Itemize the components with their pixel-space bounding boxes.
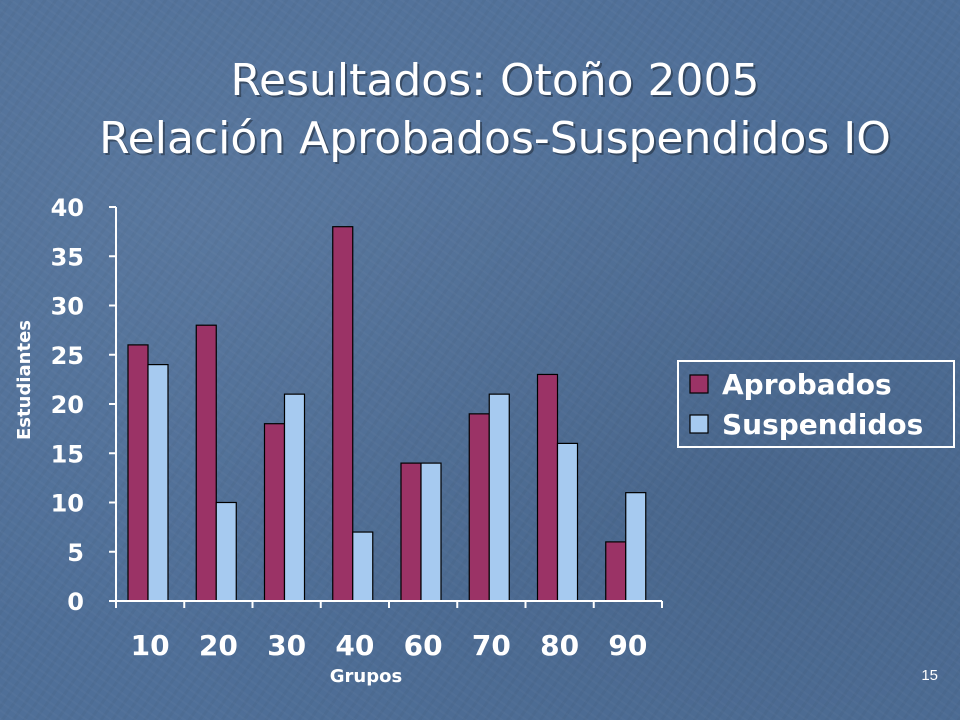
bar-aprobados xyxy=(127,344,149,602)
bar-aprobados xyxy=(468,413,490,602)
x-axis-title: Grupos xyxy=(330,666,402,687)
x-tick-label: 10 xyxy=(131,629,170,662)
bar-suspendidos xyxy=(556,442,579,602)
bar-aprobados xyxy=(332,226,354,602)
axes xyxy=(115,207,662,602)
x-tick-label: 90 xyxy=(608,629,647,662)
bar-suspendidos xyxy=(283,393,306,602)
legend-label-aprobados: Aprobados xyxy=(722,368,892,401)
bar-suspendidos xyxy=(352,531,374,602)
y-axis-ticks: 0 5 10 15 20 25 30 35 40 xyxy=(51,194,116,616)
bar-aprobados xyxy=(605,541,627,602)
x-tick-label: 80 xyxy=(540,629,579,662)
legend-swatch-suspendidos xyxy=(689,414,709,434)
y-tick-label: 15 xyxy=(51,440,84,468)
bar-aprobados xyxy=(400,462,422,602)
slide-title: Resultados: Otoño 2005 Relación Aprobado… xyxy=(0,52,960,168)
y-tick-label: 25 xyxy=(51,342,84,370)
page-number: 15 xyxy=(921,667,938,684)
bar-suspendidos xyxy=(625,492,647,602)
bar-suspendidos xyxy=(420,462,442,602)
y-tick-label: 20 xyxy=(51,391,84,419)
x-axis-ticks: 10 20 30 40 60 70 80 90 xyxy=(115,601,663,662)
x-tick-label: 60 xyxy=(404,629,443,662)
legend: Aprobados Suspendidos xyxy=(677,360,955,448)
title-line-2: Relación Aprobados-Suspendidos IO xyxy=(99,113,891,164)
legend-label-suspendidos: Suspendidos xyxy=(722,408,923,441)
bar-suspendidos xyxy=(215,501,237,602)
bar-suspendidos xyxy=(488,393,510,602)
legend-box xyxy=(677,360,955,448)
x-tick-label: 40 xyxy=(335,629,374,662)
y-tick-label: 40 xyxy=(51,194,84,222)
x-tick-label: 70 xyxy=(472,629,511,662)
bar-aprobados xyxy=(536,373,559,602)
y-tick-label: 5 xyxy=(67,539,84,567)
title-line-1: Resultados: Otoño 2005 xyxy=(230,55,760,106)
bars xyxy=(127,226,647,602)
bar-suspendidos xyxy=(147,364,169,602)
legend-swatch-aprobados xyxy=(689,374,709,394)
y-tick-label: 0 xyxy=(67,588,84,616)
y-tick-label: 10 xyxy=(51,490,84,518)
y-axis-title: Estudiantes xyxy=(14,320,35,440)
bar-aprobados xyxy=(195,324,217,602)
y-tick-label: 30 xyxy=(51,293,84,321)
x-tick-label: 30 xyxy=(267,629,306,662)
bar-aprobados xyxy=(263,423,286,602)
y-tick-label: 35 xyxy=(51,243,84,271)
x-tick-label: 20 xyxy=(199,629,238,662)
